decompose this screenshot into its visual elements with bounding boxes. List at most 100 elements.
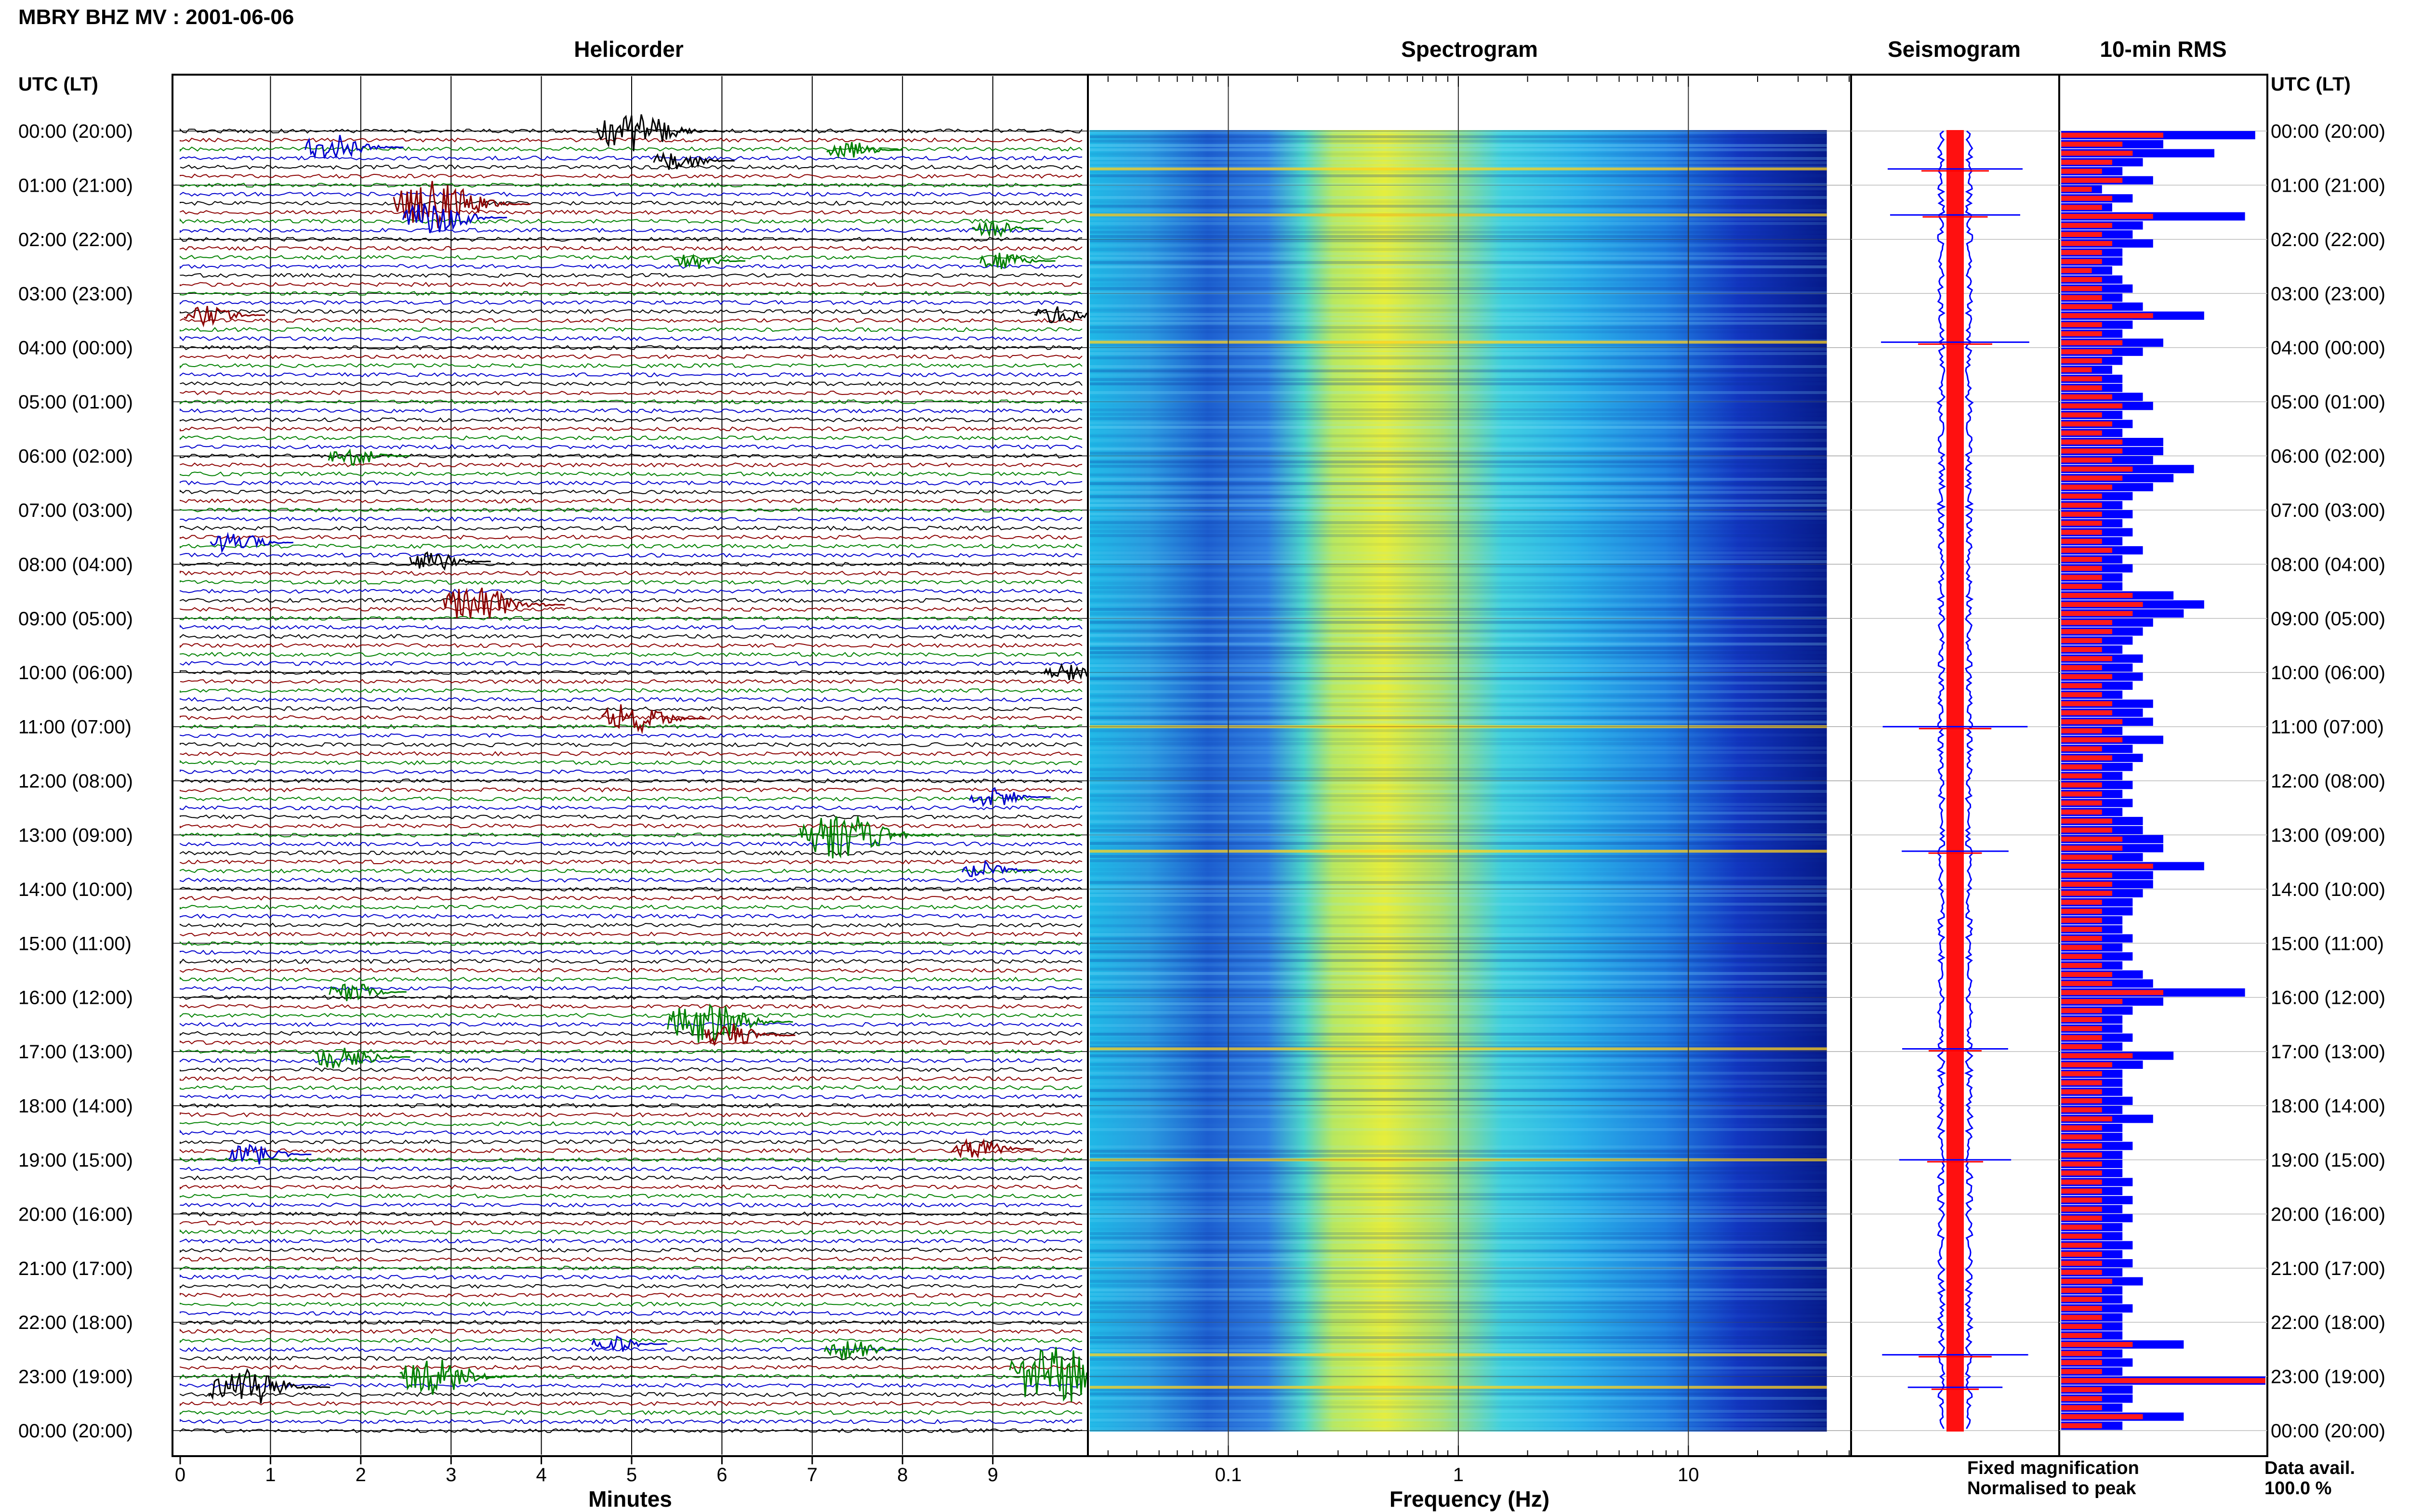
- rms-bar-normalised: [2061, 1053, 2133, 1058]
- time-label: 07:00 (03:00): [18, 500, 133, 521]
- rms-bar-normalised: [2061, 963, 2102, 968]
- helicorder-tick-label: 3: [446, 1464, 456, 1486]
- helicorder-trace: [180, 327, 1083, 332]
- time-label: 19:00 (15:00): [2271, 1150, 2385, 1171]
- rms-bar-normalised: [2061, 205, 2102, 210]
- time-label: 21:00 (17:00): [18, 1258, 133, 1279]
- rms-bar-normalised: [2061, 1242, 2102, 1248]
- rms-bar-normalised: [2061, 1179, 2102, 1185]
- rms-bar-normalised: [2061, 196, 2112, 201]
- time-label: 03:00 (23:00): [18, 283, 133, 304]
- helicorder-trace: [180, 1049, 1083, 1054]
- helicorder-panel: 0 1 2 3 4 5 6 7 8 9 Minutes: [172, 74, 1172, 1512]
- helicorder-trace: [180, 670, 1083, 675]
- helicorder-tick-label: 5: [626, 1464, 637, 1486]
- rms-bar-normalised: [2061, 981, 2112, 986]
- rms-bar-normalised: [2061, 439, 2123, 445]
- rms-bar-normalised: [2061, 313, 2153, 318]
- rms-bar-normalised: [2061, 250, 2102, 255]
- helicorder-trace: [180, 1355, 1083, 1361]
- helicorder-event: [826, 142, 902, 159]
- helicorder-trace: [180, 435, 1083, 441]
- rms-bar-normalised: [2061, 1008, 2102, 1013]
- helicorder-tick-label: 7: [807, 1464, 818, 1486]
- helicorder-event: [950, 1138, 1034, 1159]
- helicorder-trace: [180, 796, 1083, 802]
- helicorder-trace: [180, 661, 1083, 666]
- rms-bar-normalised: [2061, 575, 2102, 580]
- helicorder-trace: [180, 218, 1083, 224]
- helicorder-trace: [180, 769, 1083, 775]
- helicorder-trace: [180, 724, 1083, 729]
- rms-bar-normalised: [2061, 1396, 2102, 1401]
- time-label: 06:00 (02:00): [2271, 446, 2385, 467]
- rms-bar-normalised: [2061, 1297, 2102, 1302]
- frequency-tick-label: 10: [1678, 1464, 1699, 1486]
- rms-bar-normalised: [2061, 999, 2123, 1004]
- rms-bar-normalised: [2061, 1306, 2102, 1311]
- helicorder-trace: [180, 453, 1083, 459]
- rms-bar-normalised: [2061, 529, 2102, 535]
- helicorder-trace: [180, 976, 1083, 982]
- helicorder-trace: [180, 895, 1083, 901]
- rms-bar-normalised: [2061, 818, 2112, 824]
- rms-bar-normalised: [2061, 448, 2123, 454]
- rms-bar-normalised: [2061, 1170, 2102, 1176]
- time-label: 23:00 (19:00): [2271, 1367, 2385, 1388]
- time-label: 11:00 (07:00): [18, 717, 132, 738]
- helicorder-trace: [180, 570, 1083, 576]
- seismogram-normalised-band: [1946, 130, 1964, 1432]
- helicorder-trace: [180, 1193, 1083, 1199]
- rms-bar-normalised: [2061, 701, 2112, 707]
- helicorder-trace: [180, 128, 1083, 134]
- helicorder-trace: [180, 1022, 1083, 1027]
- helicorder-event: [653, 151, 735, 170]
- helicorder-trace: [180, 1202, 1083, 1208]
- time-label: 04:00 (00:00): [2271, 338, 2385, 359]
- helicorder-trace: [180, 598, 1083, 603]
- helicorder-event: [442, 587, 565, 618]
- helicorder-event: [304, 135, 404, 159]
- rms-bar-normalised: [2061, 809, 2102, 815]
- helicorder-trace: [180, 516, 1083, 522]
- seismogram-envelope: [1936, 130, 1946, 1429]
- helicorder-trace: [180, 922, 1083, 928]
- seismogram-panel: [1850, 74, 2060, 1457]
- rms-bar-normalised: [2061, 1378, 2265, 1383]
- rms-bar-normalised: [2061, 683, 2102, 688]
- rms-bar-normalised: [2061, 990, 2163, 995]
- helicorder-trace: [180, 290, 1083, 296]
- helicorder-trace: [180, 1085, 1083, 1091]
- time-label: 15:00 (11:00): [18, 933, 132, 954]
- rms-bar-normalised: [2061, 1360, 2102, 1365]
- helicorder-trace: [180, 1157, 1083, 1163]
- legend-fixed-magnification: Fixed magnification: [1967, 1458, 2139, 1478]
- helicorder-ticks: 0 1 2 3 4 5 6 7 8 9: [175, 1456, 998, 1486]
- rms-bar-normalised: [2061, 385, 2102, 391]
- helicorder-trace: [180, 859, 1083, 865]
- rms-bar-normalised: [2061, 584, 2102, 589]
- time-label: 01:00 (21:00): [2271, 175, 2385, 196]
- helicorder-trace: [180, 498, 1083, 504]
- rms-bar-normalised: [2061, 845, 2123, 851]
- rms-bar-normalised: [2061, 367, 2092, 372]
- rms-bar-normalised: [2061, 259, 2102, 264]
- helicorder-trace: [180, 526, 1083, 531]
- rms-bar-normalised: [2061, 277, 2102, 282]
- rms-bar-normalised: [2061, 214, 2153, 219]
- helicorder-trace: [180, 372, 1083, 378]
- rms-bar-normalised: [2061, 1261, 2102, 1266]
- time-label: 01:00 (21:00): [18, 175, 133, 196]
- helicorder-trace: [180, 778, 1083, 784]
- time-label: 00:00 (20:00): [2271, 121, 2385, 142]
- time-label: 03:00 (23:00): [2271, 283, 2385, 304]
- helicorder-trace: [180, 968, 1083, 973]
- helicorder-tick-label: 1: [265, 1464, 276, 1486]
- rms-bar-normalised: [2061, 1098, 2102, 1104]
- rms-bar-normalised: [2061, 1251, 2102, 1257]
- rms-bar-normalised: [2061, 1062, 2112, 1067]
- helicorder-trace: [180, 841, 1083, 847]
- time-label: 22:00 (18:00): [18, 1312, 133, 1333]
- rms-bar-normalised: [2061, 692, 2102, 697]
- helicorder-trace: [180, 381, 1083, 386]
